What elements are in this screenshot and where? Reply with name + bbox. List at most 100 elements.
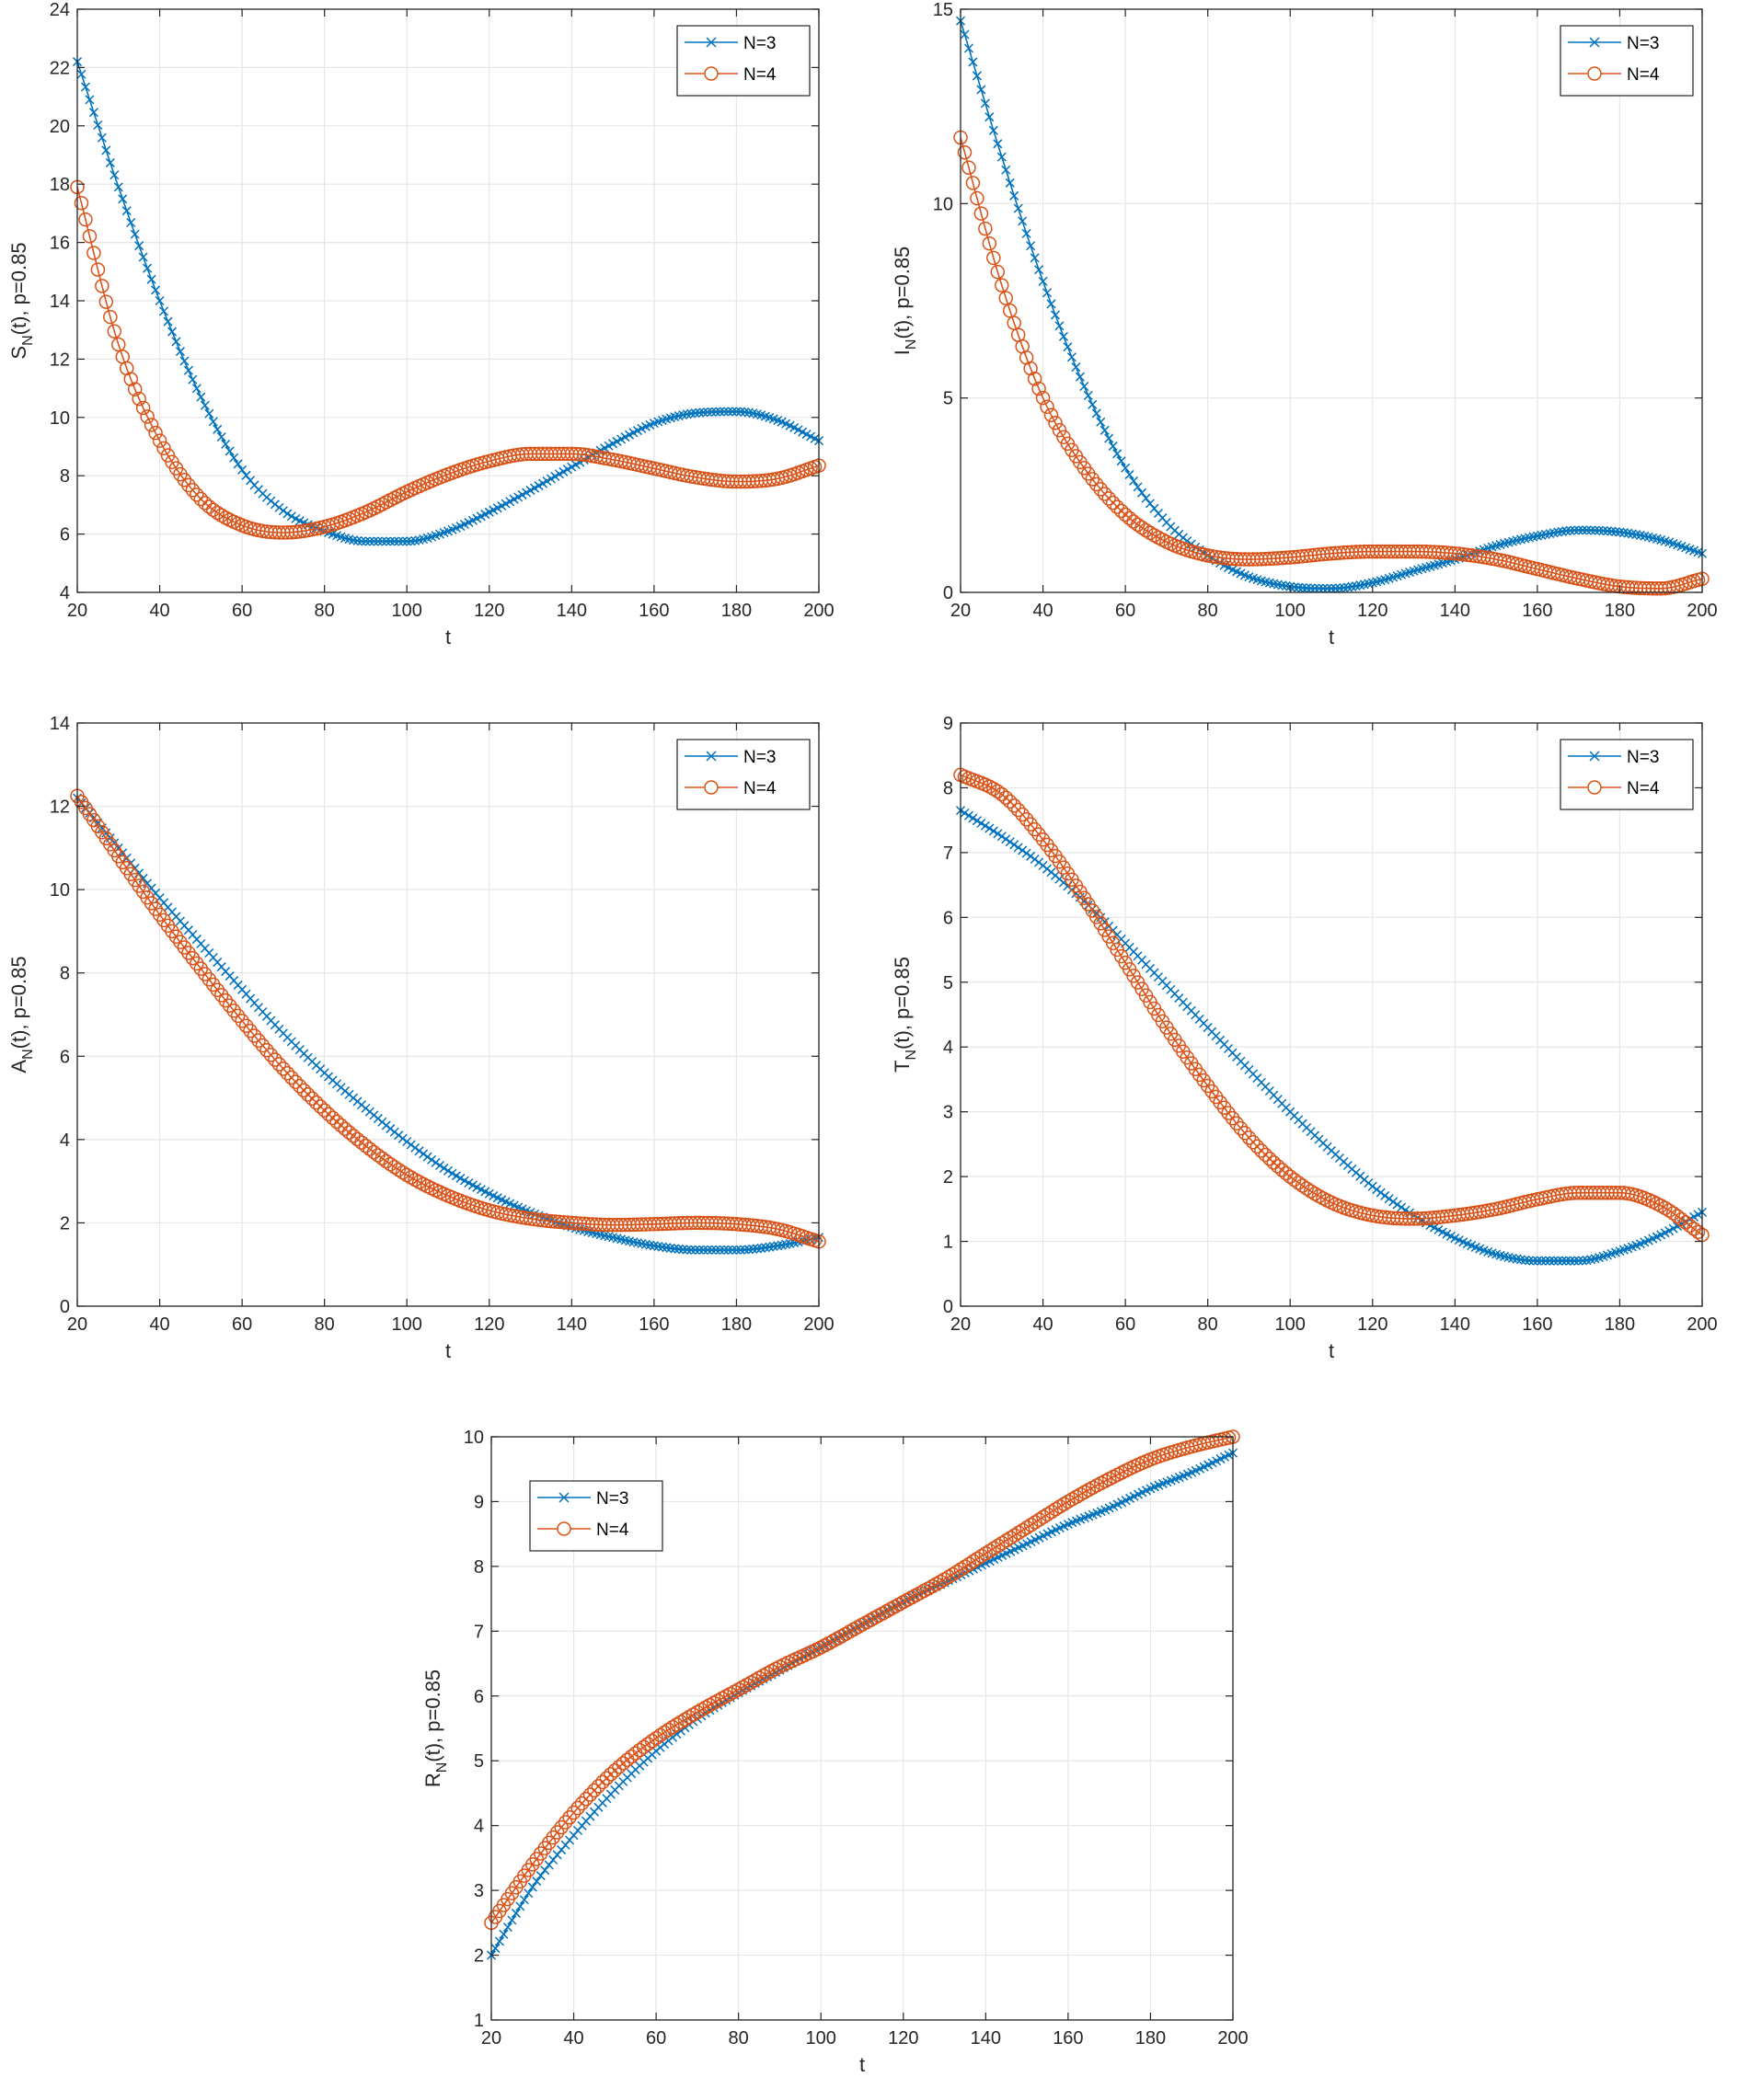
data-point <box>1023 361 1038 376</box>
data-point <box>389 536 399 546</box>
data-point <box>1524 1256 1534 1266</box>
data-point <box>377 536 387 546</box>
data-point <box>1657 1200 1673 1216</box>
data-point <box>731 407 742 417</box>
y-tick-label: 2 <box>943 1167 953 1188</box>
data-point <box>190 488 204 502</box>
data-point <box>1124 469 1134 479</box>
y-tick-label: 10 <box>50 408 70 429</box>
data-point <box>1388 1197 1399 1207</box>
y-tick-label: 14 <box>50 714 70 734</box>
x-tick-label: 100 <box>806 2028 836 2048</box>
y-axis-label-sub: N <box>20 335 36 346</box>
data-point <box>103 309 118 325</box>
x-tick-label: 80 <box>1198 1314 1218 1335</box>
series-N=4 <box>953 767 1710 1243</box>
y-axis-label-sub: N <box>434 1762 450 1773</box>
data-point <box>1565 525 1575 535</box>
data-point <box>1306 583 1316 593</box>
legend-marker-x <box>1589 751 1600 762</box>
data-point <box>105 157 115 167</box>
data-point <box>118 194 128 204</box>
data-point <box>968 813 978 823</box>
data-point <box>1011 1525 1026 1541</box>
data-point <box>1233 1120 1249 1136</box>
data-point <box>1602 526 1613 536</box>
legend-label: N=4 <box>1627 779 1660 798</box>
x-tick-label: 200 <box>803 601 834 621</box>
legend-marker-o <box>704 66 719 81</box>
data-point <box>544 1860 554 1870</box>
x-tick-label: 200 <box>803 1314 834 1335</box>
x-tick-label: 160 <box>1053 2028 1083 2048</box>
data-point <box>1266 1155 1282 1170</box>
data-point <box>193 491 209 507</box>
y-tick-label: 5 <box>943 973 953 993</box>
data-point <box>397 536 408 546</box>
ticks <box>76 722 820 1307</box>
data-point <box>960 808 970 818</box>
data-point <box>1030 253 1040 263</box>
data-point <box>1295 1178 1310 1193</box>
data-point <box>695 1245 705 1255</box>
data-point <box>554 1819 569 1835</box>
data-point <box>1121 463 1131 473</box>
x-tick-label: 80 <box>729 2028 749 2048</box>
y-tick-label: 6 <box>474 1687 484 1707</box>
data-point <box>121 206 132 216</box>
y-tick-label: 18 <box>50 175 70 195</box>
data-point <box>80 82 90 92</box>
data-point <box>549 1825 565 1840</box>
data-point <box>723 407 733 417</box>
y-tick-label: 4 <box>474 1817 484 1837</box>
y-tick-label: 15 <box>933 0 953 20</box>
x-tick-label: 160 <box>1522 601 1552 621</box>
series-N=4 <box>953 130 1710 596</box>
x-axis-label: t <box>859 2053 865 2076</box>
data-point <box>364 536 374 546</box>
data-point <box>1058 331 1068 341</box>
x-tick-label: 40 <box>1032 1314 1053 1335</box>
data-point <box>1002 794 1018 809</box>
data-point <box>715 407 725 417</box>
data-point <box>381 536 391 546</box>
data-point <box>1031 1512 1047 1527</box>
x-tick-label: 60 <box>1115 601 1135 621</box>
data-point <box>1028 1515 1042 1530</box>
legend-marker-o <box>704 780 719 795</box>
data-point <box>235 1014 249 1028</box>
data-point <box>1085 472 1100 487</box>
data-point <box>1054 321 1065 331</box>
data-point <box>325 1110 340 1126</box>
data-point <box>134 241 144 251</box>
data-point <box>980 98 990 109</box>
data-point <box>422 1152 432 1162</box>
data-point <box>123 372 138 386</box>
y-tick-label: 0 <box>943 1297 953 1317</box>
data-point <box>447 1168 457 1178</box>
data-point <box>293 1079 307 1094</box>
data-point <box>386 536 396 546</box>
data-point <box>177 472 192 488</box>
data-point <box>138 252 148 262</box>
data-point <box>998 790 1014 805</box>
data-point <box>527 1882 537 1892</box>
data-point <box>1392 1199 1402 1210</box>
data-point <box>1238 1126 1252 1141</box>
y-tick-label: 4 <box>60 583 70 603</box>
data-point <box>1001 834 1011 844</box>
x-tick-label: 20 <box>67 1314 87 1335</box>
data-point <box>1005 837 1015 847</box>
data-point <box>1066 352 1076 362</box>
data-point <box>996 832 1007 842</box>
data-point <box>973 206 989 221</box>
data-point <box>439 1163 449 1173</box>
data-point <box>159 306 169 316</box>
data-point <box>1007 1528 1022 1543</box>
legend-box <box>1560 25 1694 97</box>
data-point <box>1040 399 1054 415</box>
data-point <box>669 1717 685 1732</box>
data-point <box>968 57 978 67</box>
data-point <box>427 1154 437 1165</box>
data-point <box>1091 408 1101 419</box>
